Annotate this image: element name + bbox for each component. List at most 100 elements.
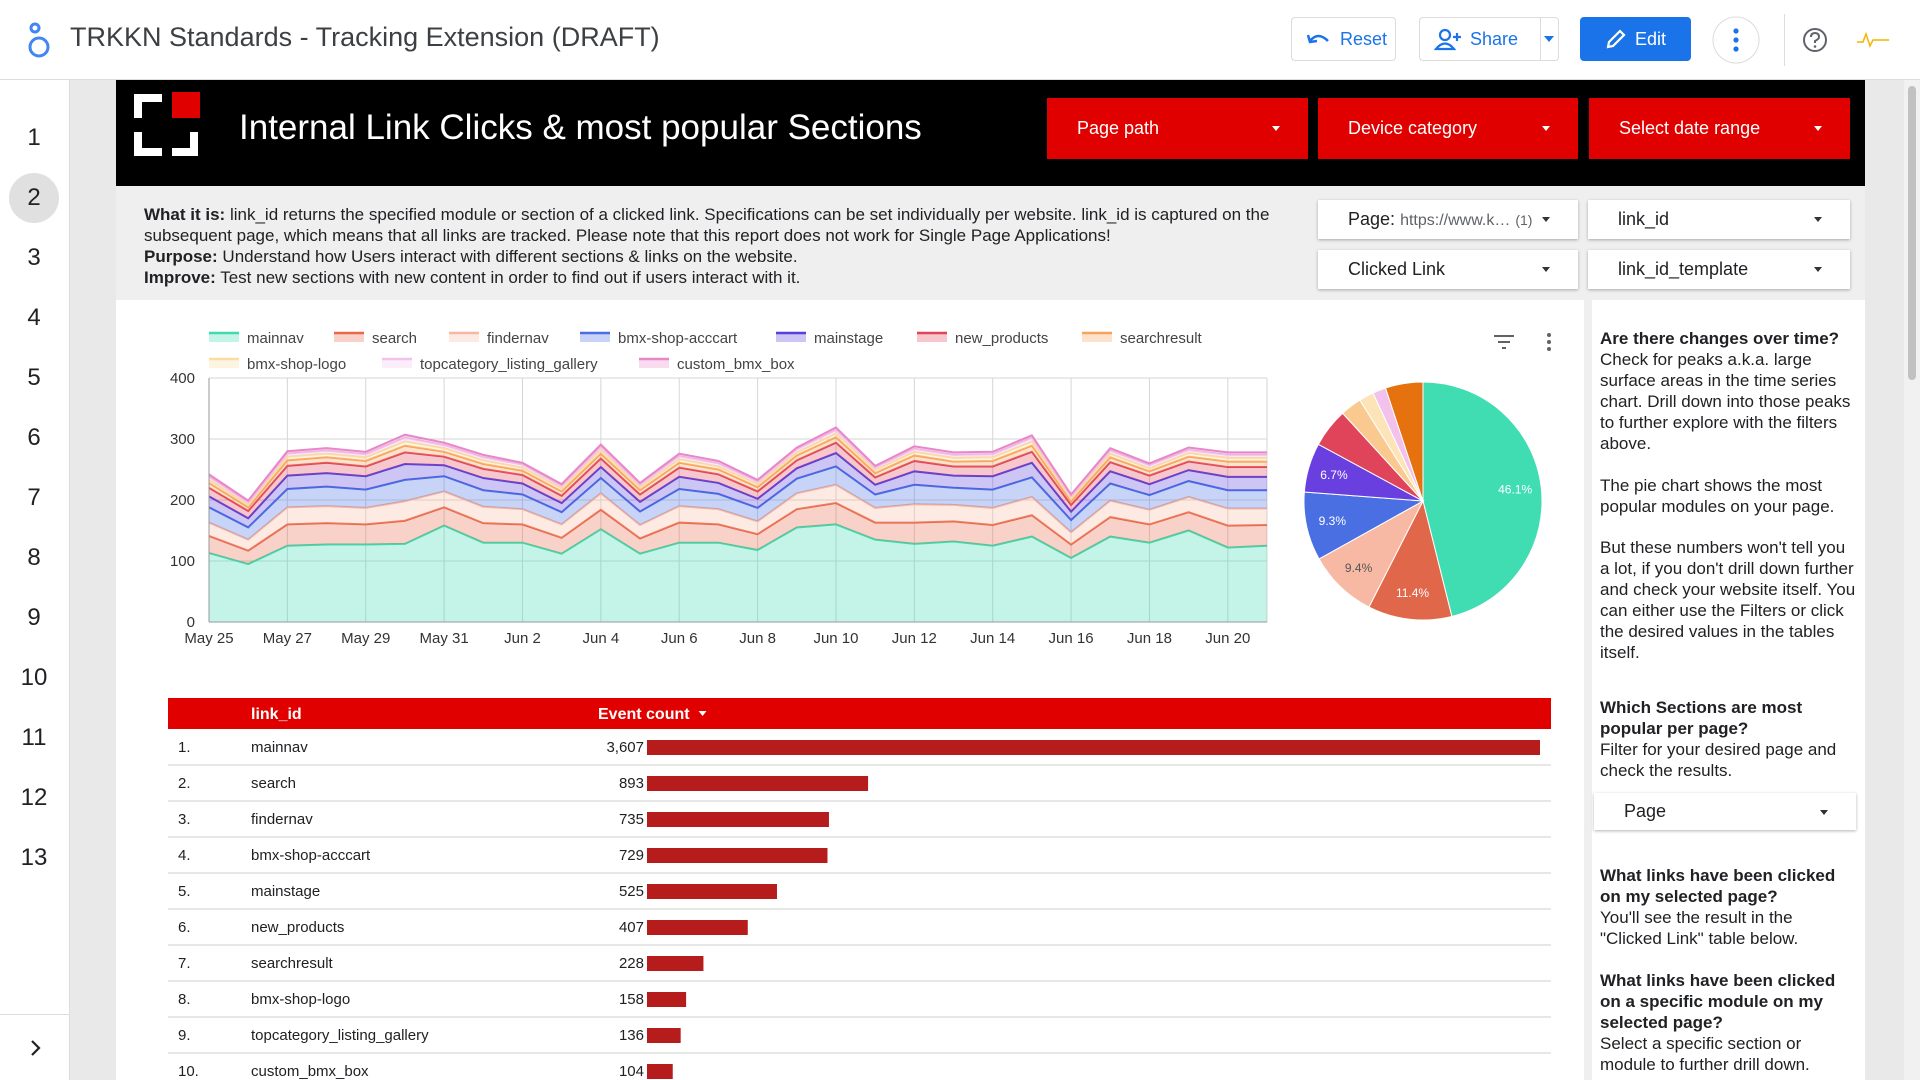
area-line [208, 465, 1267, 529]
share-label[interactable]: Share [1470, 28, 1519, 49]
area-line [208, 432, 1267, 507]
y-tick-label: 200 [170, 492, 195, 509]
page-number[interactable]: 5 [27, 364, 41, 391]
value-label: 228 [619, 955, 644, 972]
help-button[interactable] [1801, 26, 1829, 54]
bar [647, 776, 869, 791]
x-tick-label: Jun 4 [583, 630, 620, 647]
pie-label: 46.1% [1498, 483, 1532, 497]
page-filter[interactable]: Page: https://www.k… (1) [1318, 200, 1578, 239]
share-button[interactable]: Share [1419, 17, 1559, 61]
row-label: new_products [251, 919, 344, 936]
table-header [168, 698, 1551, 729]
area [209, 503, 1267, 565]
page-number[interactable]: 2 [9, 173, 59, 223]
row-rank: 4. [178, 847, 191, 864]
legend-label: bmx-shop-acccart [618, 330, 738, 347]
x-tick-label: May 27 [263, 630, 312, 647]
filter-label[interactable]: Page: [1348, 209, 1396, 229]
edit-button[interactable]: Edit [1580, 17, 1691, 61]
page-number[interactable]: 9 [27, 604, 41, 631]
note-heading: What links have been clicked on my selec… [1600, 866, 1836, 906]
divider [1784, 14, 1785, 66]
link-id-filter[interactable]: link_id [1588, 200, 1850, 239]
note-heading: Are there changes over time? [1600, 329, 1840, 348]
device-category-control[interactable]: Device category [1318, 98, 1578, 159]
bar [647, 992, 687, 1007]
note-text: But these numbers won't tell you a lot, … [1600, 538, 1856, 662]
page-control[interactable]: Page [1594, 793, 1856, 830]
legend-label: mainnav [247, 330, 304, 347]
page-number[interactable]: 7 [27, 484, 41, 511]
page-number[interactable]: 6 [27, 424, 41, 451]
note-heading: What links have been clicked on a specif… [1600, 971, 1836, 1032]
description-label: What it is: [144, 205, 226, 224]
value-label: 735 [619, 811, 644, 828]
area-line [208, 502, 1268, 552]
account-logo[interactable] [1855, 30, 1891, 50]
filter-count[interactable]: (1) [1515, 212, 1533, 228]
row-label: findernav [251, 811, 313, 828]
row-rank: 10. [178, 1063, 199, 1080]
value-label: 525 [619, 883, 644, 900]
page-number[interactable]: 12 [20, 784, 48, 811]
x-tick-label: Jun 18 [1127, 630, 1172, 647]
scrollbar-thumb[interactable] [1908, 86, 1916, 380]
page-number[interactable]: 11 [21, 724, 47, 751]
note-text: Check for peaks a.k.a. large surface are… [1600, 350, 1851, 453]
x-tick-label: May 31 [420, 630, 469, 647]
chart-menu-icon[interactable] [1547, 333, 1551, 351]
row-rank: 8. [178, 991, 191, 1008]
chart-filter-icon[interactable] [1494, 335, 1514, 349]
expand-button[interactable] [26, 1038, 46, 1058]
row-rank: 2. [178, 775, 191, 792]
row-label: custom_bmx_box [251, 1063, 369, 1080]
x-tick-label: Jun 12 [892, 630, 937, 647]
row-label: bmx-shop-logo [251, 991, 350, 1008]
x-tick-label: May 25 [184, 630, 233, 647]
app-title: TRKKN Standards - Tracking Extension (DR… [70, 22, 660, 52]
reset-button[interactable]: Reset [1291, 17, 1396, 61]
description-line: What it is: link_id returns the specifie… [144, 204, 1304, 246]
legend-swatch [776, 333, 806, 342]
description-label: Improve: [144, 268, 216, 287]
note: The pie chart shows the most popular mod… [1600, 475, 1858, 517]
description-text: Understand how Users interact with diffe… [222, 247, 798, 266]
reset-label[interactable]: Reset [1340, 28, 1388, 49]
page-number[interactable]: 8 [27, 544, 41, 571]
note-text: Filter for your desired page and check t… [1600, 740, 1837, 780]
note-text: The pie chart shows the most popular mod… [1600, 476, 1835, 516]
date-range-control[interactable]: Select date range [1589, 98, 1850, 159]
bar [647, 1028, 681, 1043]
page-number[interactable]: 10 [20, 664, 48, 691]
value-label: 136 [619, 1027, 644, 1044]
legend-swatch [639, 359, 669, 368]
filter-value[interactable]: https://www.k… [1400, 212, 1511, 229]
page-number[interactable]: 1 [27, 124, 41, 151]
page-number[interactable]: 4 [27, 304, 41, 331]
pie-slice [1422, 381, 1543, 618]
pie-slice [1384, 381, 1424, 502]
clicked-link-filter[interactable]: Clicked Link [1318, 250, 1578, 289]
x-tick-label: Jun 14 [970, 630, 1015, 647]
page-path-control[interactable]: Page path [1047, 98, 1308, 159]
row-label: mainnav [251, 739, 308, 756]
pie-label: 9.3% [1319, 514, 1347, 528]
row-label: search [251, 775, 296, 792]
legend-label: findernav [487, 330, 549, 347]
note-text: You'll see the result in the "Clicked Li… [1600, 908, 1799, 948]
value-label: 407 [619, 919, 644, 936]
link-id-template-filter[interactable]: link_id_template [1588, 250, 1850, 289]
row-label: topcategory_listing_gallery [251, 1027, 429, 1044]
legend-swatch [580, 333, 610, 342]
row-label: searchresult [251, 955, 334, 972]
page-number[interactable]: 13 [20, 844, 48, 871]
page-number[interactable]: 3 [27, 244, 41, 271]
pie-label: 6.7% [1320, 468, 1348, 482]
edit-label[interactable]: Edit [1635, 28, 1667, 49]
column-header: Event count [598, 706, 690, 723]
more-button[interactable] [1711, 15, 1761, 65]
area-line [208, 428, 1267, 504]
